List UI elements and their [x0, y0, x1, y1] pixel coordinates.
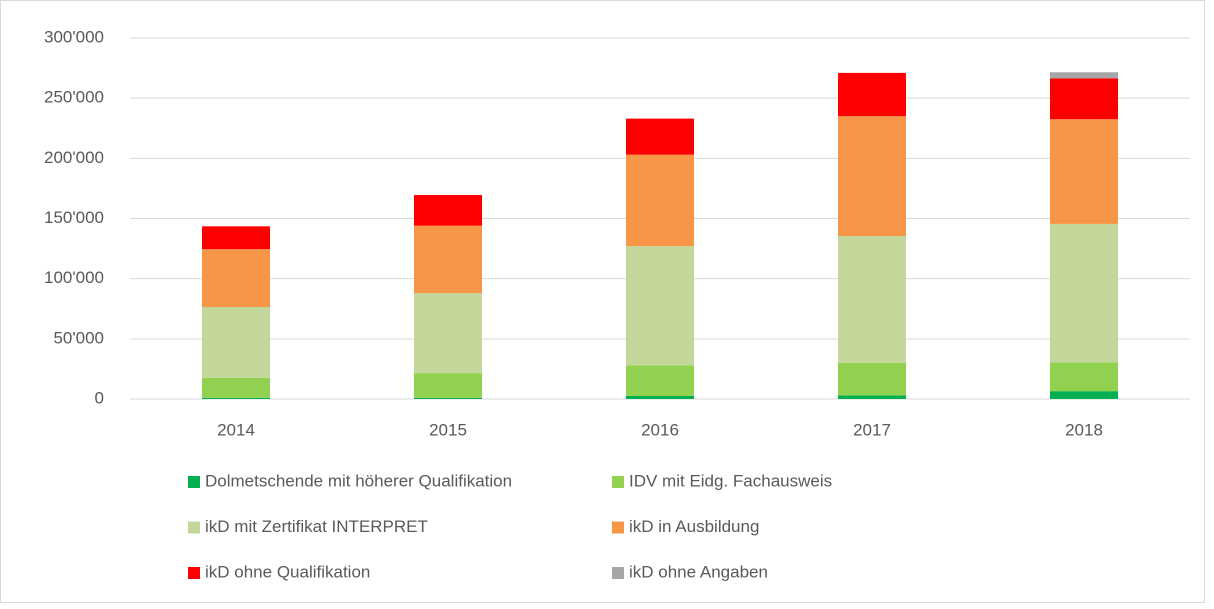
bar-segment: [202, 306, 270, 378]
x-tick-label: 2018: [1065, 420, 1103, 439]
bar-segment: [202, 249, 270, 307]
legend-swatch: [188, 567, 200, 579]
bar-segment: [1050, 72, 1118, 79]
y-tick-label: 0: [95, 388, 104, 407]
legend-swatch: [612, 476, 624, 488]
bar-segment: [414, 225, 482, 294]
bar-segment: [202, 397, 270, 399]
bar-segment: [626, 365, 694, 396]
x-tick-label: 2015: [429, 420, 467, 439]
bar-segment: [414, 397, 482, 399]
bar-segment: [838, 235, 906, 363]
legend-swatch: [188, 476, 200, 488]
bar-segment: [1050, 119, 1118, 224]
y-tick-label: 250'000: [44, 88, 104, 107]
bar-segment: [626, 246, 694, 366]
bar-segment: [1050, 391, 1118, 399]
x-tick-label: 2014: [217, 420, 255, 439]
bar-segment: [414, 293, 482, 374]
legend-label: ikD mit Zertifikat INTERPRET: [205, 517, 428, 536]
legend-label: IDV mit Eidg. Fachausweis: [629, 471, 832, 490]
bar-segment: [838, 72, 906, 117]
bar-segment: [1050, 223, 1118, 363]
bar-segment: [626, 118, 694, 155]
bar-segment: [838, 116, 906, 236]
bar-segment: [202, 377, 270, 398]
legend-label: Dolmetschende mit höherer Qualifikation: [205, 471, 512, 490]
bar-segment: [838, 395, 906, 399]
y-tick-label: 50'000: [53, 328, 104, 347]
y-tick-label: 200'000: [44, 148, 104, 167]
bar-segment: [1050, 362, 1118, 392]
x-tick-label: 2016: [641, 420, 679, 439]
y-tick-label: 100'000: [44, 268, 104, 287]
bar-segment: [626, 154, 694, 247]
bar-segment: [838, 362, 906, 396]
legend-swatch: [612, 567, 624, 579]
y-tick-label: 300'000: [44, 27, 104, 46]
legend-swatch: [188, 521, 200, 534]
legend-label: ikD in Ausbildung: [629, 517, 759, 536]
bar-segment: [626, 395, 694, 399]
bar-segment: [414, 195, 482, 226]
bar-segment: [202, 226, 270, 250]
legend-label: ikD ohne Angaben: [629, 562, 768, 581]
x-tick-label: 2017: [853, 420, 891, 439]
bar-segment: [1050, 78, 1118, 120]
bar-segment: [414, 373, 482, 398]
legend-swatch: [612, 521, 624, 534]
legend-label: ikD ohne Qualifikation: [205, 562, 370, 581]
y-tick-label: 150'000: [44, 208, 104, 227]
